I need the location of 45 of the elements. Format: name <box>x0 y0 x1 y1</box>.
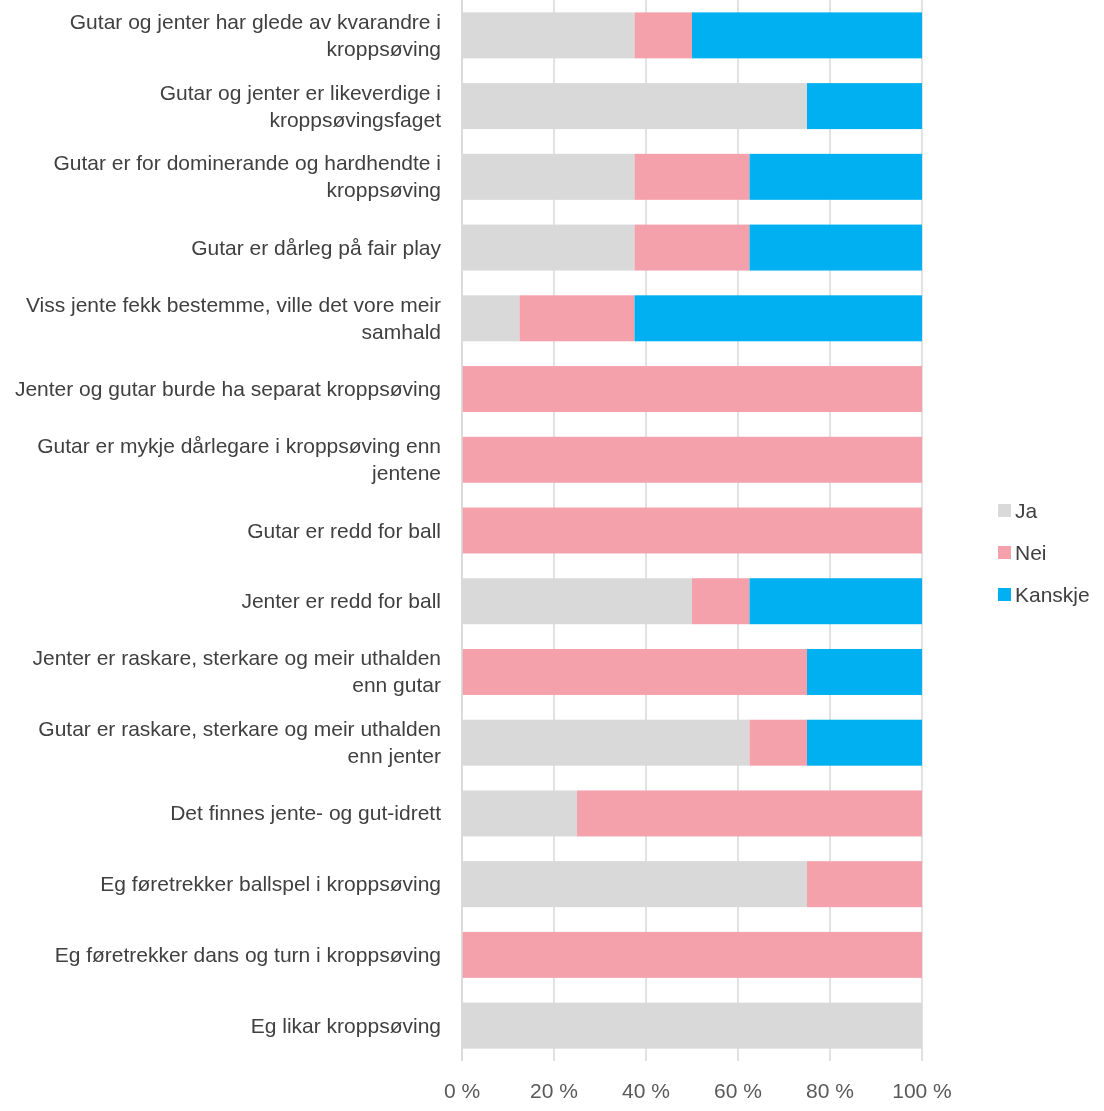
bar <box>462 507 922 554</box>
bar <box>807 83 922 130</box>
x-tick-label: 0 % <box>443 1079 481 1102</box>
x-tick-label: 80 % <box>806 1079 854 1102</box>
y-tick-label: Gutar og jenter er likeverdige i kroppsøvingsfaget <box>159 80 442 131</box>
bar <box>807 648 922 695</box>
legend-label: Nei <box>1015 541 1047 564</box>
bar <box>634 295 922 342</box>
bar <box>749 719 807 766</box>
y-tick-label: Jenter og gutar burde ha separat kroppsøving <box>14 377 441 401</box>
y-tick-label: Eg føretrekker dans og turn i kroppsøving <box>54 942 441 966</box>
y-tick-label: Gutar er raskare, sterkare og meir uthalden enn jenter <box>38 717 441 768</box>
bar <box>807 861 922 908</box>
x-tick-label: 100 % <box>892 1079 952 1102</box>
y-tick-label: Det finnes jente- og gut-idrett <box>170 801 442 825</box>
y-tick-label: Eg likar kroppsøving <box>250 1013 441 1037</box>
bar <box>634 153 750 200</box>
bar <box>634 12 692 59</box>
y-tick-label: Gutar er redd for ball <box>247 518 441 542</box>
y-tick-label: Viss jente fekk bestemme, ville det vore meir samhald <box>25 292 442 343</box>
legend-label: Ja <box>1015 499 1038 522</box>
bar <box>692 578 750 625</box>
y-tick-label: Jenter er raskare, sterkare og meir uthalden enn gutar <box>32 646 441 697</box>
y-tick-label: Gutar er mykje dårlegare i kroppsøving enn jentene <box>37 434 441 485</box>
bar <box>749 224 922 271</box>
y-tick-label: Gutar er for dominerande og hardhendte i kroppsøving <box>53 151 441 202</box>
y-tick-label: Gutar og jenter har glede av kvarandre i kroppsøving <box>69 9 441 60</box>
x-tick-label: 60 % <box>714 1079 762 1102</box>
bar <box>749 578 922 625</box>
y-tick-label: Jenter er redd for ball <box>241 589 441 613</box>
bar <box>462 648 807 695</box>
bar <box>692 12 922 59</box>
bar <box>634 224 750 271</box>
bar <box>519 295 635 342</box>
legend-label: Kanskje <box>1015 583 1090 606</box>
x-tick-label: 20 % <box>530 1079 578 1102</box>
y-tick-label: Eg føretrekker ballspel i kroppsøving <box>100 872 441 896</box>
bar <box>462 366 922 413</box>
bar <box>462 436 922 483</box>
bar <box>807 719 922 766</box>
y-tick-label: Gutar er dårleg på fair play <box>191 235 442 259</box>
bar <box>749 153 922 200</box>
bar <box>577 790 922 837</box>
bar <box>462 931 922 978</box>
x-tick-label: 40 % <box>622 1079 670 1102</box>
